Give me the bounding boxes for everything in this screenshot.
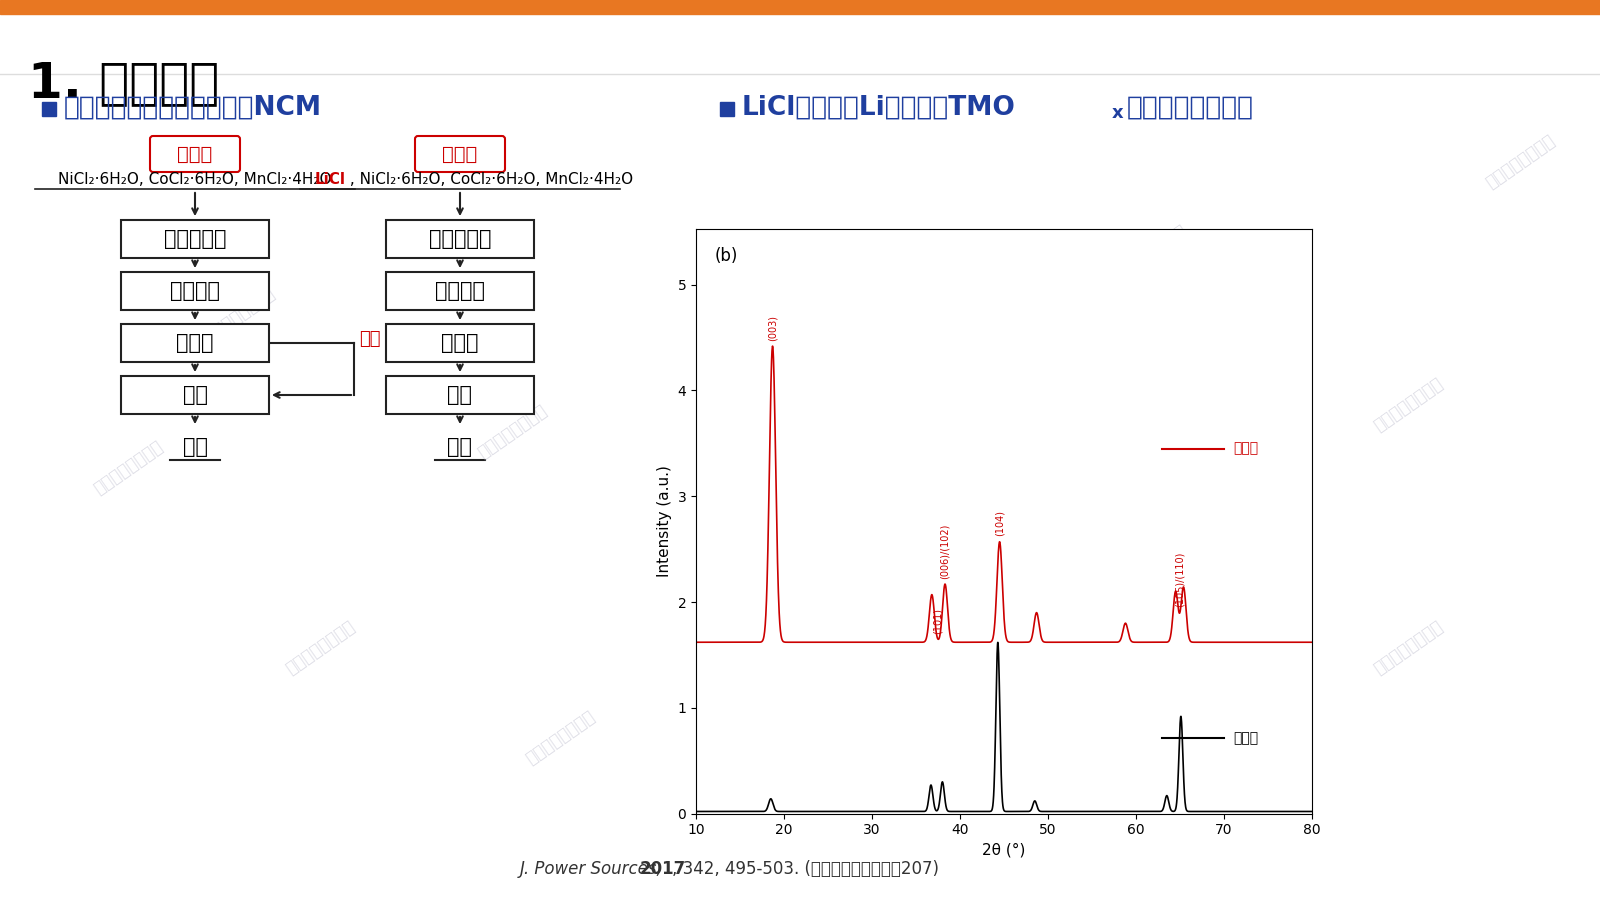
Text: 形成层状正极材料: 形成层状正极材料	[1126, 95, 1254, 121]
FancyBboxPatch shape	[150, 136, 240, 172]
Text: (101): (101)	[933, 608, 942, 634]
Text: 搅拌、溶解: 搅拌、溶解	[163, 229, 226, 249]
Text: NiCl₂·6H₂O, CoCl₂·6H₂O, MnCl₂·4H₂O: NiCl₂·6H₂O, CoCl₂·6H₂O, MnCl₂·4H₂O	[58, 172, 331, 186]
Text: 中冶有色技术平台: 中冶有色技术平台	[842, 581, 918, 642]
Bar	[720, 102, 734, 116]
Text: 方法一: 方法一	[178, 145, 213, 164]
FancyBboxPatch shape	[122, 324, 269, 362]
Text: (003): (003)	[768, 315, 778, 341]
Text: LiCl很稳定：Li无法嵌入TMO: LiCl很稳定：Li无法嵌入TMO	[742, 95, 1016, 121]
Text: (104): (104)	[995, 511, 1005, 537]
Text: 中冶有色技术平台: 中冶有色技术平台	[1114, 707, 1190, 768]
Text: LiCl: LiCl	[315, 172, 346, 186]
FancyBboxPatch shape	[386, 324, 534, 362]
FancyBboxPatch shape	[122, 376, 269, 414]
Text: , 342, 495-503. (高被引，引用次数：207): , 342, 495-503. (高被引，引用次数：207)	[672, 860, 939, 878]
X-axis label: 2θ (°): 2θ (°)	[982, 843, 1026, 858]
Text: (b): (b)	[715, 246, 738, 265]
Text: 1. 技术路线: 1. 技术路线	[29, 59, 219, 107]
Text: , NiCl₂·6H₂O, CoCl₂·6H₂O, MnCl₂·4H₂O: , NiCl₂·6H₂O, CoCl₂·6H₂O, MnCl₂·4H₂O	[346, 172, 634, 186]
Text: 搅拌、溶解: 搅拌、溶解	[429, 229, 491, 249]
Text: 烧结: 烧结	[448, 385, 472, 405]
FancyBboxPatch shape	[386, 220, 534, 258]
FancyBboxPatch shape	[414, 136, 506, 172]
Y-axis label: Intensity (a.u.): Intensity (a.u.)	[658, 466, 672, 577]
Bar	[0, 0, 1600, 14]
Text: 前驱体: 前驱体	[176, 333, 214, 353]
FancyBboxPatch shape	[386, 272, 534, 310]
Text: 中冶有色技术平台: 中冶有色技术平台	[1482, 131, 1558, 192]
Text: 方法二: 方法二	[442, 145, 478, 164]
Text: 中冶有色技术平台: 中冶有色技术平台	[90, 437, 166, 498]
Bar	[42, 102, 56, 116]
Text: 喷雾热解: 喷雾热解	[170, 281, 221, 301]
Text: 中冶有色技术平台: 中冶有色技术平台	[1114, 221, 1190, 282]
Text: 产物: 产物	[182, 437, 208, 457]
FancyBboxPatch shape	[386, 376, 534, 414]
Text: 烧结: 烧结	[182, 385, 208, 405]
FancyBboxPatch shape	[122, 272, 269, 310]
Text: 中冶有色技术平台: 中冶有色技术平台	[522, 707, 598, 768]
Text: J. Power Sources,: J. Power Sources,	[520, 860, 662, 878]
Text: (006)/(102): (006)/(102)	[941, 523, 950, 579]
Text: x: x	[1112, 104, 1123, 122]
Text: 方法一: 方法一	[1232, 441, 1258, 456]
Text: 方法二: 方法二	[1232, 731, 1258, 745]
Text: 中冶有色技术平台: 中冶有色技术平台	[202, 284, 278, 345]
Text: 中冶有色技术平台: 中冶有色技术平台	[1114, 464, 1190, 525]
Text: 产物: 产物	[448, 437, 472, 457]
Text: 中冶有色技术平台: 中冶有色技术平台	[842, 311, 918, 372]
FancyBboxPatch shape	[122, 220, 269, 258]
Text: 中冶有色技术平台: 中冶有色技术平台	[282, 617, 358, 678]
Text: (105)/(110): (105)/(110)	[1174, 552, 1186, 607]
Text: 喷雾热解: 喷雾热解	[435, 281, 485, 301]
Text: 2017: 2017	[640, 860, 686, 878]
Text: 中冶有色技术平台: 中冶有色技术平台	[474, 401, 550, 462]
Text: 中冶有色技术平台: 中冶有色技术平台	[1370, 374, 1446, 435]
Text: 多金属氯化物喷雾热解制备NCM: 多金属氯化物喷雾热解制备NCM	[64, 95, 322, 121]
Text: 锂盐: 锂盐	[358, 330, 381, 348]
Text: 前驱体: 前驱体	[442, 333, 478, 353]
Text: 中冶有色技术平台: 中冶有色技术平台	[1370, 617, 1446, 678]
